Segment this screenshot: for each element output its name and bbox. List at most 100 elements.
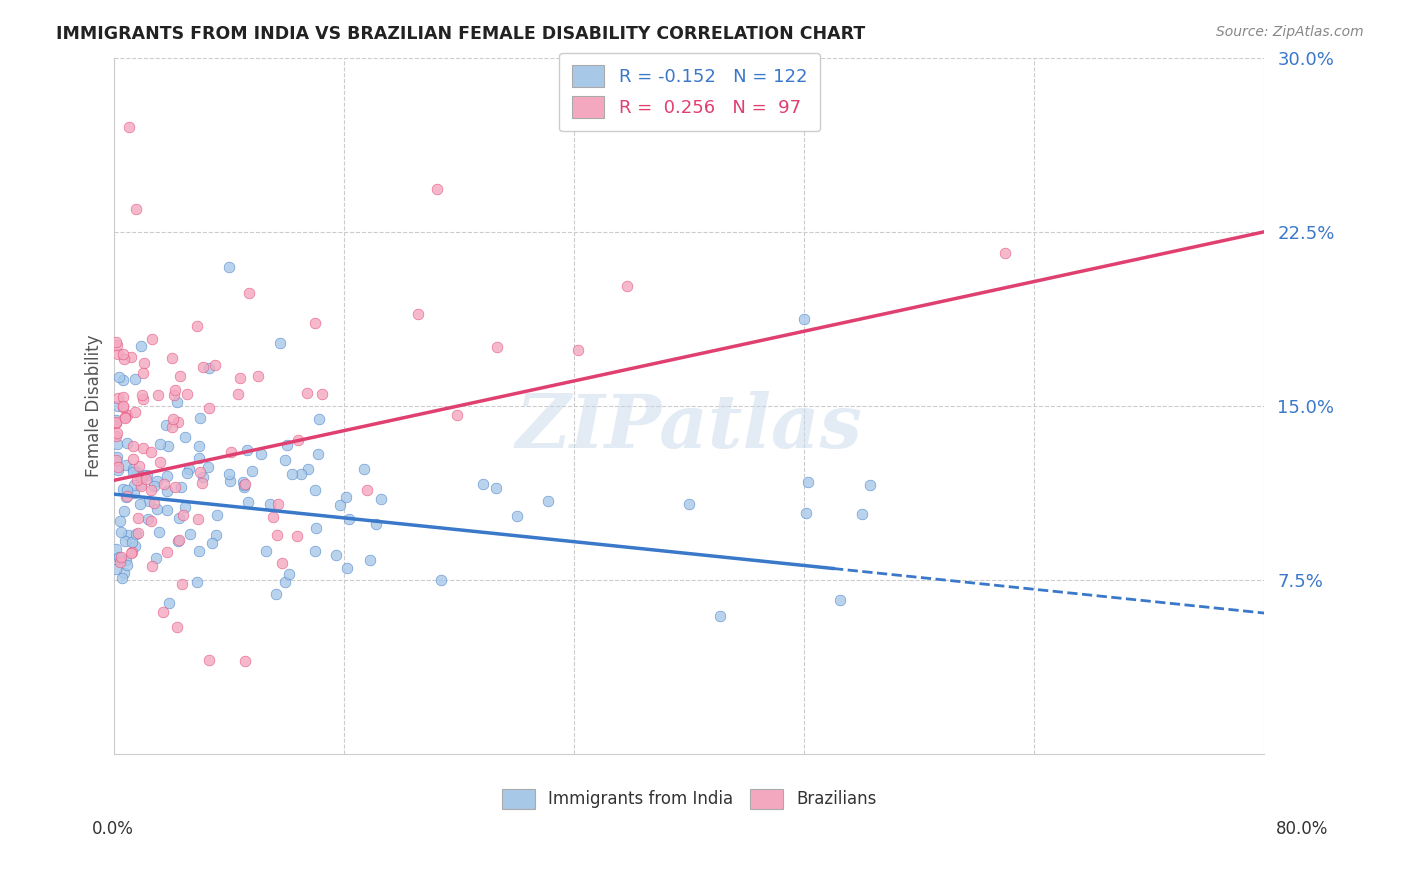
- Point: [112, 483, 135, 497]
- Point: [198, 653, 221, 667]
- Point: [406, 307, 429, 321]
- Point: [356, 483, 378, 497]
- Point: [364, 516, 387, 531]
- Point: [176, 467, 198, 481]
- Point: [193, 360, 215, 375]
- Point: [188, 439, 211, 453]
- Point: [114, 411, 136, 425]
- Point: [115, 435, 138, 450]
- Point: [190, 475, 212, 490]
- Point: [276, 438, 298, 452]
- Point: [156, 484, 179, 499]
- Point: [359, 552, 381, 566]
- Point: [105, 338, 128, 352]
- Point: [121, 535, 143, 549]
- Text: IMMIGRANTS FROM INDIA VS BRAZILIAN FEMALE DISABILITY CORRELATION CHART: IMMIGRANTS FROM INDIA VS BRAZILIAN FEMAL…: [56, 25, 866, 43]
- Point: [797, 475, 820, 489]
- Point: [336, 561, 359, 575]
- Point: [129, 470, 152, 484]
- Point: [165, 480, 187, 494]
- Point: [204, 358, 226, 372]
- Point: [105, 450, 128, 464]
- Point: [191, 470, 214, 484]
- Point: [149, 436, 172, 450]
- Point: [254, 543, 277, 558]
- Point: [124, 372, 146, 386]
- Point: [141, 332, 163, 346]
- Point: [166, 620, 188, 634]
- Point: [179, 527, 201, 541]
- Point: [219, 445, 242, 459]
- Point: [830, 593, 852, 607]
- Point: [152, 605, 174, 619]
- Point: [486, 340, 509, 354]
- Point: [160, 351, 183, 365]
- Point: [709, 609, 731, 624]
- Point: [127, 511, 149, 525]
- Point: [176, 387, 198, 401]
- Point: [271, 556, 294, 570]
- Point: [156, 545, 179, 559]
- Point: [146, 474, 169, 488]
- Point: [120, 546, 142, 560]
- Point: [120, 350, 142, 364]
- Point: [112, 504, 135, 518]
- Point: [172, 508, 194, 523]
- Point: [134, 356, 156, 370]
- Point: [141, 558, 163, 573]
- Point: [307, 447, 329, 461]
- Point: [131, 476, 153, 491]
- Point: [353, 462, 375, 476]
- Point: [115, 491, 138, 505]
- Point: [111, 571, 134, 585]
- Point: [152, 477, 174, 491]
- Point: [112, 390, 135, 404]
- Point: [131, 387, 153, 401]
- Point: [187, 512, 209, 526]
- Point: [129, 496, 152, 510]
- Point: [794, 506, 817, 520]
- Point: [259, 497, 281, 511]
- Point: [266, 528, 288, 542]
- Point: [122, 452, 145, 467]
- Point: [122, 486, 145, 500]
- Point: [107, 463, 129, 477]
- Point: [125, 465, 148, 479]
- Text: Source: ZipAtlas.com: Source: ZipAtlas.com: [1216, 25, 1364, 39]
- Point: [281, 467, 304, 481]
- Point: [269, 335, 291, 350]
- Point: [264, 586, 287, 600]
- Point: [277, 566, 299, 581]
- Point: [143, 496, 166, 510]
- Point: [135, 467, 157, 482]
- Point: [108, 549, 131, 564]
- Point: [170, 577, 193, 591]
- Point: [104, 416, 127, 430]
- Point: [162, 420, 184, 434]
- Point: [157, 596, 180, 610]
- Point: [232, 480, 254, 494]
- Point: [129, 479, 152, 493]
- Point: [235, 476, 257, 491]
- Point: [105, 542, 128, 557]
- Point: [506, 509, 529, 524]
- Point: [148, 387, 170, 401]
- Point: [115, 552, 138, 566]
- Point: [105, 415, 128, 429]
- Point: [157, 439, 180, 453]
- Point: [188, 465, 211, 479]
- Point: [370, 491, 392, 506]
- Point: [117, 528, 139, 542]
- Point: [135, 472, 157, 486]
- Point: [304, 316, 326, 330]
- Point: [111, 347, 134, 361]
- Point: [174, 430, 197, 444]
- Point: [105, 437, 128, 451]
- Point: [485, 481, 508, 495]
- Point: [169, 368, 191, 383]
- Point: [112, 351, 135, 366]
- Point: [104, 453, 127, 467]
- Point: [149, 455, 172, 469]
- Point: [335, 490, 357, 504]
- Point: [236, 495, 259, 509]
